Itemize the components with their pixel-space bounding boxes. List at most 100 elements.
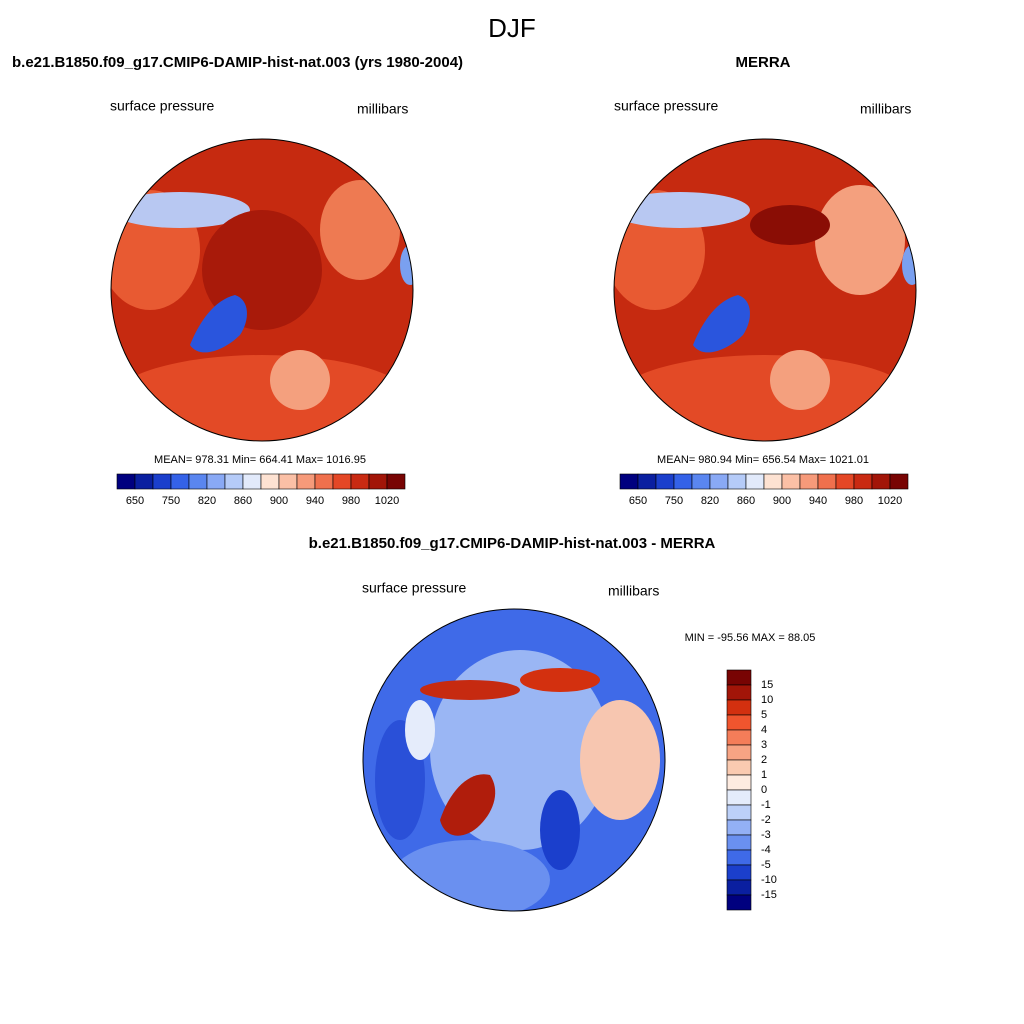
colorbar-label: 820	[701, 495, 719, 507]
colorbar-box	[260, 473, 280, 490]
colorbar-box	[889, 473, 909, 490]
colorbar-box	[206, 473, 226, 490]
colorbar: 650 750 820 860 900 940 980 1020	[116, 473, 406, 507]
colorbar-label: -3	[761, 829, 771, 841]
colorbar-label: -4	[761, 844, 771, 856]
map-border	[613, 138, 917, 442]
figure-title: DJF	[488, 13, 536, 43]
colorbar-box	[799, 473, 819, 490]
colorbar-box	[350, 473, 370, 490]
colorbar-label: 0	[761, 784, 767, 796]
colorbar-box	[386, 473, 406, 490]
colorbar-box	[709, 473, 729, 490]
colorbar-label: -1	[761, 799, 771, 811]
colorbar-label: 650	[126, 495, 144, 507]
colorbar-box	[871, 473, 891, 490]
colorbar-box	[314, 473, 334, 490]
panel-title: b.e21.B1850.f09_g17.CMIP6-DAMIP-hist-nat…	[309, 535, 716, 552]
colorbar-label: 820	[198, 495, 216, 507]
colorbar-label: -5	[761, 859, 771, 871]
map	[111, 139, 413, 441]
colorbar-box	[726, 864, 752, 881]
colorbar-box	[781, 473, 801, 490]
colorbar-label: 940	[306, 495, 324, 507]
colorbar-box	[224, 473, 244, 490]
colorbar-box	[332, 473, 352, 490]
colorbar-box	[726, 819, 752, 836]
stats: MEAN= 980.94 Min= 656.54 Max= 1021.01	[657, 454, 869, 466]
colorbar-label: 10	[761, 694, 773, 706]
colorbar-label: 940	[809, 495, 827, 507]
right-label: millibars	[860, 101, 911, 117]
colorbar: 650 750 820 860 900 940 980 1020	[619, 473, 909, 507]
colorbar-box	[726, 714, 752, 731]
colorbar-label: -15	[761, 889, 777, 901]
colorbar-box	[817, 473, 837, 490]
map-border	[362, 608, 666, 912]
colorbar-label: 3	[761, 739, 767, 751]
panel-title: b.e21.B1850.f09_g17.CMIP6-DAMIP-hist-nat…	[12, 54, 463, 71]
colorbar-label: 750	[665, 495, 683, 507]
colorbar-box	[152, 473, 172, 490]
colorbar-label: -2	[761, 814, 771, 826]
colorbar-label: 4	[761, 724, 767, 736]
colorbar-box	[242, 473, 262, 490]
colorbar-box	[726, 699, 752, 716]
colorbar-label: 750	[162, 495, 180, 507]
colorbar-label: 650	[629, 495, 647, 507]
colorbar-box	[727, 473, 747, 490]
colorbar-box	[745, 473, 765, 490]
stats: MEAN= 978.31 Min= 664.41 Max= 1016.95	[154, 454, 366, 466]
colorbar-box	[188, 473, 208, 490]
colorbar-box	[726, 879, 752, 896]
colorbar-box	[278, 473, 298, 490]
right-label: millibars	[357, 101, 408, 117]
colorbar-box	[726, 804, 752, 821]
colorbar-box	[170, 473, 190, 490]
colorbar-box	[637, 473, 657, 490]
colorbar-box	[853, 473, 873, 490]
colorbar-box	[726, 774, 752, 791]
map-border	[110, 138, 414, 442]
colorbar-box	[726, 729, 752, 746]
colorbar-label: -10	[761, 874, 777, 886]
colorbar-label: 900	[270, 495, 288, 507]
colorbar-box	[134, 473, 154, 490]
colorbar-label: 1020	[878, 495, 902, 507]
colorbar-box	[763, 473, 783, 490]
colorbar-label: 1020	[375, 495, 399, 507]
colorbar-box	[726, 789, 752, 806]
colorbar-box	[726, 759, 752, 776]
colorbar-box	[655, 473, 675, 490]
colorbar-box	[726, 849, 752, 866]
colorbar-box	[296, 473, 316, 490]
left-label: surface pressure	[362, 580, 466, 596]
panel-title: MERRA	[736, 54, 791, 71]
colorbar-box	[673, 473, 693, 490]
right-label: millibars	[608, 583, 659, 599]
colorbar-label: 900	[773, 495, 791, 507]
colorbar-box	[619, 473, 639, 490]
colorbar-box	[726, 894, 752, 911]
colorbar-box	[835, 473, 855, 490]
colorbar-box	[726, 684, 752, 701]
colorbar-label: 5	[761, 709, 767, 721]
colorbar-label: 2	[761, 754, 767, 766]
colorbar-box	[726, 834, 752, 851]
map	[614, 139, 916, 441]
colorbar-box	[368, 473, 388, 490]
stats: MIN = -95.56 MAX = 88.05	[685, 632, 816, 644]
colorbar-label: 980	[342, 495, 360, 507]
colorbar-label: 980	[845, 495, 863, 507]
left-label: surface pressure	[614, 98, 718, 114]
colorbar-box	[726, 744, 752, 761]
colorbar-box	[691, 473, 711, 490]
map	[363, 609, 665, 911]
colorbar-label: 860	[234, 495, 252, 507]
colorbar-box	[726, 669, 752, 686]
colorbar-box	[116, 473, 136, 490]
colorbar-label: 1	[761, 769, 767, 781]
left-label: surface pressure	[110, 98, 214, 114]
